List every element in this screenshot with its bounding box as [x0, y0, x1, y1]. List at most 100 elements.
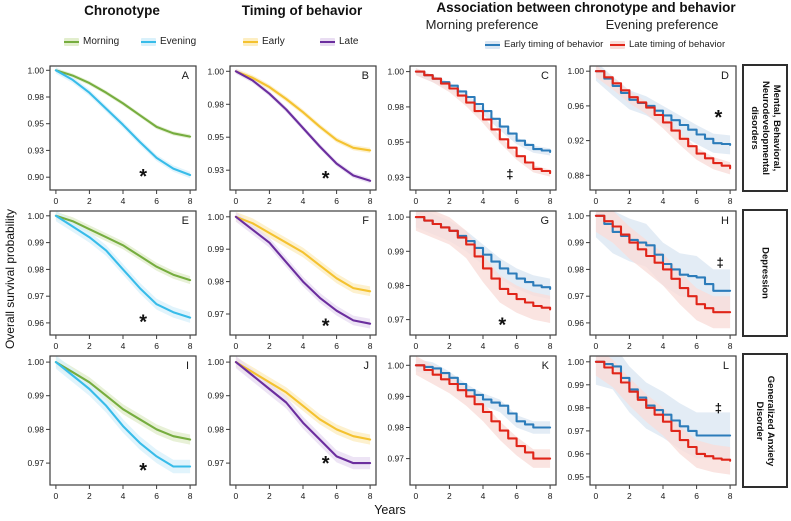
svg-text:2: 2 — [267, 491, 272, 501]
late-legend-swatch — [320, 37, 335, 46]
panel-k: 1.00 0.99 0.98 0.97 0 2 4 6 8 K — [387, 355, 557, 501]
svg-text:4: 4 — [301, 196, 306, 206]
svg-text:0.97: 0.97 — [27, 458, 44, 468]
svg-text:6: 6 — [514, 491, 519, 501]
legend-label: Late — [339, 36, 359, 47]
svg-text:6: 6 — [334, 196, 339, 206]
svg-text:1.00: 1.00 — [387, 212, 404, 222]
svg-text:0: 0 — [594, 491, 599, 501]
svg-text:0.93: 0.93 — [207, 165, 224, 175]
svg-text:‡: ‡ — [715, 400, 722, 415]
svg-text:4: 4 — [481, 491, 486, 501]
svg-text:0.96: 0.96 — [567, 449, 584, 459]
svg-text:8: 8 — [188, 341, 193, 351]
svg-text:1.00: 1.00 — [207, 212, 224, 222]
svg-text:B: B — [362, 70, 369, 82]
column-header-chronotype: Chronotype — [84, 3, 160, 18]
svg-text:6: 6 — [154, 341, 159, 351]
svg-text:1.00: 1.00 — [387, 67, 404, 77]
svg-text:8: 8 — [548, 491, 553, 501]
svg-text:2: 2 — [267, 341, 272, 351]
svg-text:0.98: 0.98 — [27, 264, 44, 274]
svg-text:0.99: 0.99 — [567, 380, 584, 390]
svg-text:4: 4 — [661, 341, 666, 351]
svg-text:0: 0 — [234, 491, 239, 501]
svg-text:0.98: 0.98 — [387, 281, 404, 291]
svg-text:0.96: 0.96 — [567, 101, 584, 111]
svg-text:0.97: 0.97 — [567, 291, 584, 301]
row-strip-generalized-anxiety: Generalized Anxiety Disorder — [742, 353, 788, 488]
row-strip-label: Mental, Behavioral, Neurodevelopmental d… — [748, 81, 782, 175]
panel-d: 1.00 0.96 0.92 0.88 0 2 4 6 8 D * — [567, 65, 737, 206]
svg-text:2: 2 — [447, 196, 452, 206]
svg-text:*: * — [322, 453, 330, 475]
svg-text:6: 6 — [514, 341, 519, 351]
svg-text:4: 4 — [121, 491, 126, 501]
svg-text:0.99: 0.99 — [207, 244, 224, 254]
svg-text:0.97: 0.97 — [387, 454, 404, 464]
svg-text:0.98: 0.98 — [387, 423, 404, 433]
svg-text:0.88: 0.88 — [567, 170, 584, 180]
svg-text:0.96: 0.96 — [27, 318, 44, 328]
svg-text:0.93: 0.93 — [27, 145, 44, 155]
svg-text:0.92: 0.92 — [567, 136, 584, 146]
svg-text:8: 8 — [188, 196, 193, 206]
svg-text:G: G — [540, 215, 549, 227]
svg-text:0.98: 0.98 — [567, 264, 584, 274]
svg-text:0.99: 0.99 — [27, 238, 44, 248]
svg-text:‡: ‡ — [506, 166, 513, 181]
svg-text:2: 2 — [87, 341, 92, 351]
svg-text:8: 8 — [548, 341, 553, 351]
svg-text:0.99: 0.99 — [387, 246, 404, 256]
panel-c: 1.00 0.98 0.95 0.93 0 2 4 6 8 C ‡ — [387, 65, 557, 206]
svg-text:J: J — [364, 360, 370, 372]
svg-text:8: 8 — [368, 196, 373, 206]
svg-text:0.98: 0.98 — [207, 99, 224, 109]
svg-text:1.00: 1.00 — [27, 357, 44, 367]
panel-a: 1.00 0.98 0.95 0.93 0.90 0 2 4 6 8 A * — [27, 65, 197, 206]
svg-text:0: 0 — [594, 341, 599, 351]
panel-g: 1.00 0.99 0.98 0.97 0 2 4 6 8 G * — [387, 210, 557, 351]
svg-text:*: * — [139, 311, 147, 333]
svg-text:E: E — [182, 215, 189, 227]
svg-text:0.93: 0.93 — [387, 172, 404, 182]
legend-item-early-timing: Early timing of behavior — [485, 39, 603, 50]
svg-text:0.97: 0.97 — [207, 309, 224, 319]
svg-text:2: 2 — [87, 196, 92, 206]
row-strip-label: Generalized Anxiety Disorder — [754, 375, 777, 466]
early-legend-swatch — [243, 37, 258, 46]
svg-text:0: 0 — [54, 196, 59, 206]
svg-text:4: 4 — [121, 196, 126, 206]
svg-text:0.95: 0.95 — [567, 472, 584, 482]
svg-text:6: 6 — [154, 491, 159, 501]
svg-text:*: * — [139, 166, 147, 188]
svg-text:0.98: 0.98 — [27, 424, 44, 434]
svg-text:0.90: 0.90 — [27, 172, 44, 182]
svg-text:1.00: 1.00 — [27, 65, 44, 75]
svg-text:‡: ‡ — [716, 255, 723, 270]
svg-text:8: 8 — [728, 491, 733, 501]
svg-text:*: * — [498, 315, 506, 337]
svg-text:0.96: 0.96 — [567, 318, 584, 328]
svg-text:0: 0 — [414, 341, 419, 351]
svg-text:4: 4 — [481, 341, 486, 351]
svg-text:2: 2 — [447, 491, 452, 501]
svg-text:8: 8 — [728, 341, 733, 351]
early-timing-legend-swatch — [485, 40, 500, 49]
svg-text:0.97: 0.97 — [387, 315, 404, 325]
svg-text:6: 6 — [334, 491, 339, 501]
legend-label: Evening — [160, 36, 197, 47]
svg-text:8: 8 — [728, 196, 733, 206]
late-timing-legend-swatch — [610, 40, 625, 49]
subheader-evening-preference: Evening preference — [605, 17, 719, 32]
svg-text:K: K — [542, 360, 550, 372]
svg-text:I: I — [186, 360, 189, 372]
svg-text:2: 2 — [627, 341, 632, 351]
svg-text:0.98: 0.98 — [27, 92, 44, 102]
svg-text:2: 2 — [447, 341, 452, 351]
column-header-association: Association between chronotype and behav… — [436, 0, 736, 15]
panel-b: 1.00 0.98 0.95 0.93 0 2 4 6 8 B * — [207, 65, 377, 206]
svg-text:0.98: 0.98 — [567, 403, 584, 413]
svg-text:2: 2 — [627, 491, 632, 501]
legend-item-evening: Evening — [141, 36, 196, 47]
